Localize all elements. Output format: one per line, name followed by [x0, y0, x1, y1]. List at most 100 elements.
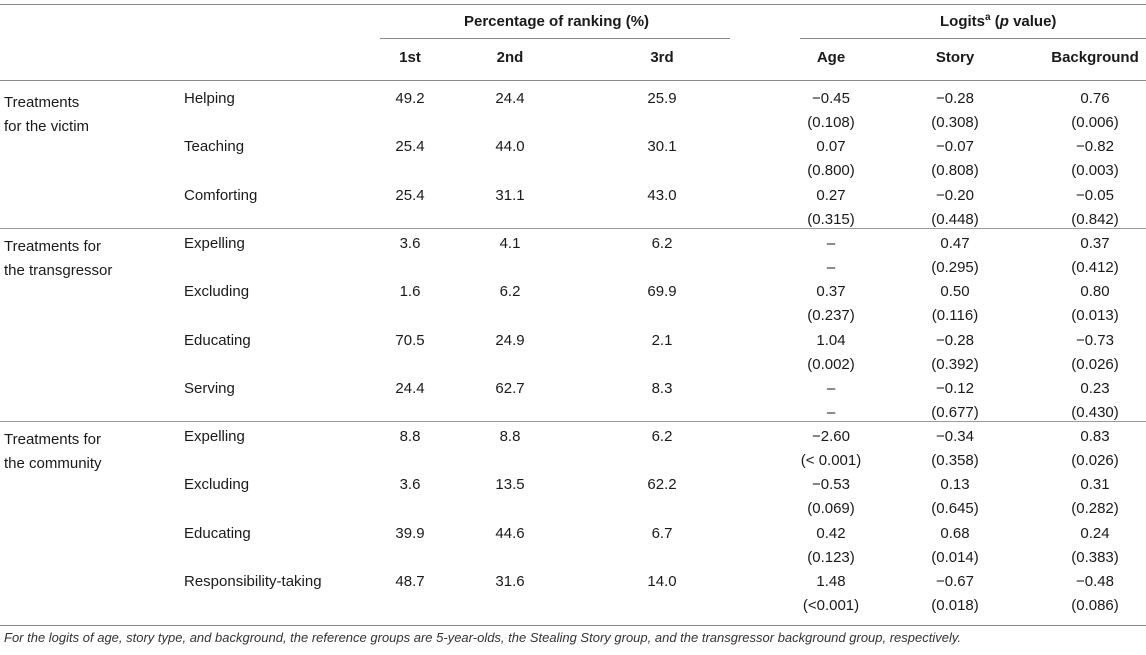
cell-1st: 48.7 — [395, 573, 425, 590]
cell-background-pvalue: (0.282) — [1071, 500, 1119, 517]
cell-story: 0.50 (0.116) — [900, 280, 1010, 328]
cell-story-value: −0.12 — [936, 380, 974, 397]
cell-age-value: 0.07 — [816, 138, 846, 155]
cell-age-pvalue: (0.002) — [807, 356, 855, 373]
cell-background-value: −0.48 — [1076, 573, 1114, 590]
cell-background-pvalue: (0.006) — [1071, 114, 1119, 131]
cell-age-value: −0.45 — [812, 90, 850, 107]
cell-age-value: – — [826, 235, 836, 252]
category-victim: Treatments for the victim — [4, 94, 90, 135]
cell-background-pvalue: (0.842) — [1071, 211, 1119, 228]
cell-background-value: 0.83 — [1080, 428, 1110, 445]
cell-background-pvalue: (0.013) — [1071, 307, 1119, 324]
cell-age: 1.04 (0.002) — [776, 329, 886, 377]
cell-story: −0.34 (0.358) — [900, 425, 1010, 473]
cell-background: 0.24 (0.383) — [1040, 522, 1146, 570]
cell-story: −0.28 (0.308) — [900, 87, 1010, 135]
cell-age-pvalue: – — [826, 404, 836, 421]
group-separator — [0, 228, 1146, 229]
category-transgressor: Treatments for the transgressor — [4, 238, 113, 279]
cell-story-pvalue: (0.645) — [931, 500, 979, 517]
row-label: Teaching — [184, 138, 245, 155]
cell-age-value: 1.04 — [816, 332, 846, 349]
cell-story-value: 0.68 — [940, 525, 970, 542]
row-label: Comforting — [184, 187, 258, 204]
cell-background-pvalue: (0.026) — [1071, 356, 1119, 373]
cell-age: 0.37 (0.237) — [776, 280, 886, 328]
cell-age-value: −0.53 — [812, 476, 850, 493]
cell-3rd: 30.1 — [647, 138, 677, 155]
col-header-background: Background — [1051, 49, 1139, 66]
cell-background-pvalue: (0.003) — [1071, 162, 1119, 179]
cell-age-value: −2.60 — [812, 428, 850, 445]
cell-background-value: −0.73 — [1076, 332, 1114, 349]
cell-background-value: −0.05 — [1076, 187, 1114, 204]
cell-background: −0.82 (0.003) — [1040, 135, 1146, 183]
cell-story-pvalue: (0.808) — [931, 162, 979, 179]
cell-age: – – — [776, 377, 886, 425]
cell-2nd: 44.0 — [495, 138, 525, 155]
cell-background-pvalue: (0.430) — [1071, 404, 1119, 421]
row-label: Excluding — [184, 283, 250, 300]
cell-background: −0.73 (0.026) — [1040, 329, 1146, 377]
cell-story: −0.28 (0.392) — [900, 329, 1010, 377]
cell-age: −0.53 (0.069) — [776, 473, 886, 521]
cell-age: – – — [776, 232, 886, 280]
cell-background: −0.48 (0.086) — [1040, 570, 1146, 618]
cell-age-pvalue: (0.069) — [807, 500, 855, 517]
group-rule-percentage — [380, 38, 730, 39]
row-label: Responsibility-taking — [184, 573, 322, 590]
cell-2nd: 62.7 — [495, 380, 525, 397]
cell-age: 0.27 (0.315) — [776, 184, 886, 232]
row-label: Expelling — [184, 235, 245, 252]
cell-age: 0.07 (0.800) — [776, 135, 886, 183]
cell-age-pvalue: (0.123) — [807, 549, 855, 566]
row-label: Helping — [184, 90, 235, 107]
cell-background-value: −0.82 — [1076, 138, 1114, 155]
col-header-age: Age — [816, 49, 846, 66]
cell-story-pvalue: (0.358) — [931, 452, 979, 469]
cell-story-value: 0.50 — [940, 283, 970, 300]
cell-2nd: 13.5 — [495, 476, 525, 493]
row-label: Educating — [184, 525, 251, 542]
cell-story-pvalue: (0.018) — [931, 597, 979, 614]
cell-age-value: – — [826, 380, 836, 397]
cell-age-pvalue: (0.237) — [807, 307, 855, 324]
group-header-percentage: Percentage of ranking (%) — [464, 13, 650, 30]
cell-3rd: 69.9 — [647, 283, 677, 300]
row-label: Excluding — [184, 476, 250, 493]
cell-2nd: 24.4 — [495, 90, 525, 107]
cell-1st: 70.5 — [395, 332, 425, 349]
cell-1st: 24.4 — [395, 380, 425, 397]
cell-background-value: 0.31 — [1080, 476, 1110, 493]
cell-3rd: 43.0 — [647, 187, 677, 204]
cell-story: 0.47 (0.295) — [900, 232, 1010, 280]
cell-age: −2.60 (< 0.001) — [776, 425, 886, 473]
cell-background-value: 0.80 — [1080, 283, 1110, 300]
cell-story-value: −0.67 — [936, 573, 974, 590]
cell-background-value: 0.76 — [1080, 90, 1110, 107]
cell-1st: 3.6 — [399, 476, 421, 493]
cell-story: −0.12 (0.677) — [900, 377, 1010, 425]
cell-story: −0.07 (0.808) — [900, 135, 1010, 183]
cell-background: −0.05 (0.842) — [1040, 184, 1146, 232]
cell-1st: 49.2 — [395, 90, 425, 107]
cell-age-pvalue: (0.315) — [807, 211, 855, 228]
cell-1st: 25.4 — [395, 187, 425, 204]
cell-background-value: 0.23 — [1080, 380, 1110, 397]
cell-3rd: 8.3 — [651, 380, 673, 397]
col-header-2nd: 2nd — [496, 49, 524, 66]
bottom-rule — [0, 625, 1146, 626]
cell-age-value: 0.27 — [816, 187, 846, 204]
cell-story: −0.67 (0.018) — [900, 570, 1010, 618]
cell-2nd: 31.1 — [495, 187, 525, 204]
cell-age: 1.48 (<0.001) — [776, 570, 886, 618]
header-rule — [0, 80, 1146, 81]
col-header-story: Story — [935, 49, 975, 66]
table-footnote: For the logits of age, story type, and b… — [4, 630, 962, 645]
cell-story-value: −0.20 — [936, 187, 974, 204]
cell-age: 0.42 (0.123) — [776, 522, 886, 570]
cell-story: 0.13 (0.645) — [900, 473, 1010, 521]
cell-story-pvalue: (0.308) — [931, 114, 979, 131]
cell-3rd: 6.2 — [651, 428, 673, 445]
